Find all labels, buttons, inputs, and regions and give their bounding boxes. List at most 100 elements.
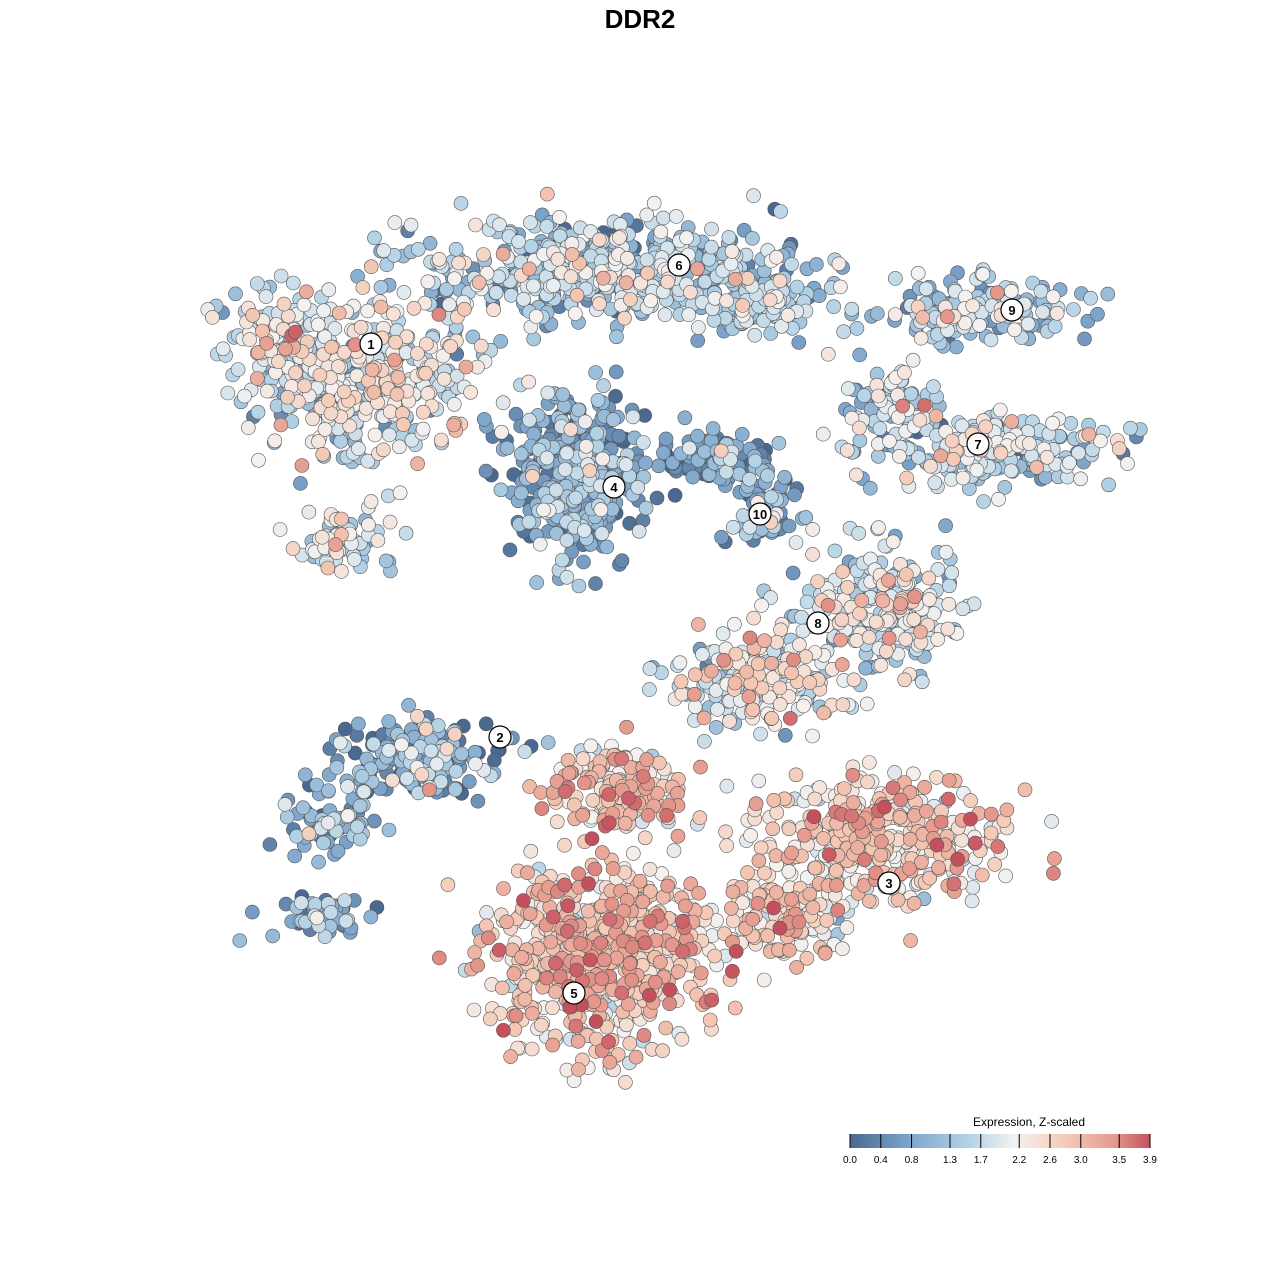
data-point [387,352,402,368]
data-point [316,835,331,851]
data-point [765,821,781,837]
cluster-label-text: 9 [1008,303,1015,318]
data-point [605,412,621,427]
data-point [926,379,941,395]
data-point [850,840,865,855]
data-point [635,894,651,910]
data-point [724,244,740,259]
data-point [592,296,607,312]
data-point [756,972,772,988]
data-point [220,385,236,401]
data-point [760,928,776,944]
data-point [516,893,531,908]
data-point [614,985,630,1001]
data-point [589,425,605,441]
data-point [805,728,820,744]
data-point [789,279,805,295]
data-point [1003,463,1019,479]
data-point [642,682,657,697]
cluster-label-6: 6 [667,253,691,277]
data-point [1047,851,1062,866]
data-point [967,835,983,851]
data-point [470,958,485,973]
data-point [376,243,392,258]
data-point [446,417,461,433]
data-point [690,428,705,444]
data-point [451,255,467,271]
data-point [704,221,719,237]
data-point [367,230,382,246]
data-point [727,675,743,691]
data-point [835,564,851,580]
data-point [621,790,636,806]
data-point [647,974,663,990]
data-point [784,845,799,861]
data-point [619,1017,634,1033]
data-point [453,196,469,211]
data-point [799,594,815,610]
data-point [810,574,826,589]
data-point [757,865,772,881]
data-point [929,837,945,853]
data-point [872,421,888,436]
data-point [625,409,641,425]
data-point [398,525,414,541]
data-point [478,716,494,732]
data-point [548,482,564,498]
data-point [571,578,587,594]
data-point [696,710,712,726]
data-point [381,714,397,729]
data-point [677,410,693,426]
data-point [360,303,376,319]
data-point [725,913,741,929]
data-point [830,902,846,918]
data-point [582,463,598,479]
data-point [482,1011,498,1027]
data-point [588,576,603,591]
data-point [447,271,462,287]
cluster-label-text: 3 [885,876,892,891]
data-point [963,793,978,808]
data-point [410,242,426,257]
data-point [255,323,270,339]
data-point [492,217,507,232]
data-point [524,1041,540,1057]
data-point [567,306,583,321]
data-point [914,674,930,690]
data-point [844,301,860,317]
data-point [418,721,434,737]
data-point [559,569,575,585]
data-point [534,1017,549,1033]
data-point [757,633,772,649]
data-point [990,839,1006,854]
data-point [787,487,802,503]
data-point [601,1034,616,1050]
data-point [921,570,937,586]
data-point [506,966,522,982]
data-point [573,936,588,951]
data-point [750,656,766,672]
data-point [536,502,551,518]
data-point [580,903,596,919]
data-point [819,913,835,928]
data-point [382,514,398,530]
data-point [941,578,957,594]
data-point [599,539,615,555]
data-point [639,752,655,767]
data-point [502,542,518,558]
data-point [321,282,337,298]
data-point [718,464,734,480]
data-point [662,982,678,998]
data-point [741,689,757,705]
data-point [473,338,489,354]
data-point [675,914,690,929]
data-point [794,609,809,625]
data-point [594,526,610,541]
data-point [316,303,332,319]
data-point [381,427,397,443]
data-point [494,424,509,440]
data-point [871,520,886,535]
data-point [625,939,640,955]
data-point [347,552,362,567]
data-point [333,433,349,449]
